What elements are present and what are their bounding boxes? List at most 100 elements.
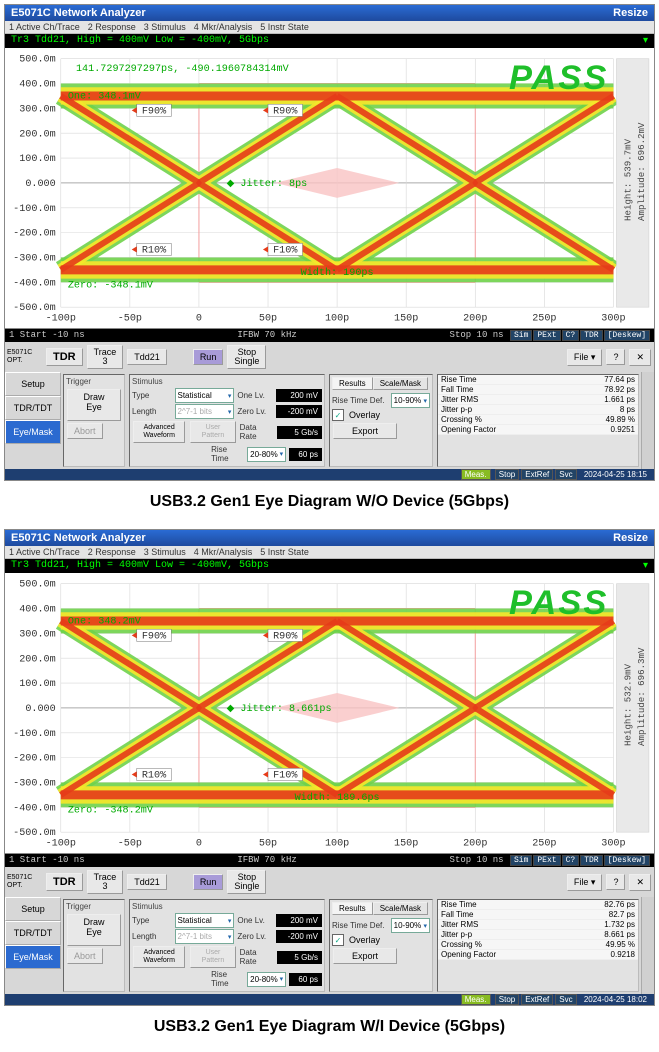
status-btn[interactable]: Sim bbox=[510, 855, 532, 866]
menu-item[interactable]: 2 Response bbox=[88, 22, 136, 32]
length-select[interactable]: 2^7-1 bits bbox=[175, 404, 235, 419]
onelv-val[interactable]: 200 mV bbox=[276, 914, 322, 927]
svg-text:100p: 100p bbox=[325, 313, 349, 324]
results-tab[interactable]: Results bbox=[332, 902, 373, 915]
datarate-val[interactable]: 5 Gb/s bbox=[277, 951, 322, 964]
menu-item[interactable]: 3 Stimulus bbox=[144, 547, 186, 557]
tdd-btn[interactable]: Tdd21 bbox=[127, 874, 167, 890]
scrollbar[interactable] bbox=[641, 372, 654, 469]
export-btn[interactable]: Export bbox=[333, 423, 397, 439]
status-btn[interactable]: C? bbox=[562, 330, 580, 341]
risetime-val[interactable]: 60 ps bbox=[289, 448, 322, 461]
trace-btn[interactable]: Trace 3 bbox=[87, 345, 124, 369]
svg-text:-100p: -100p bbox=[46, 838, 76, 849]
status-btn[interactable]: TDR bbox=[580, 855, 602, 866]
status-btn[interactable]: PExt bbox=[533, 855, 560, 866]
type-select[interactable]: Statistical bbox=[175, 913, 235, 928]
draw-eye-btn[interactable]: Draw Eye bbox=[67, 389, 121, 421]
tab-eye[interactable]: Eye/Mask bbox=[5, 945, 61, 969]
risetime-sel[interactable]: 20-80% bbox=[247, 972, 286, 987]
help-btn[interactable]: ? bbox=[606, 349, 625, 365]
tdd-btn[interactable]: Tdd21 bbox=[127, 349, 167, 365]
length-select[interactable]: 2^7-1 bits bbox=[175, 929, 235, 944]
menu-item[interactable]: 2 Response bbox=[88, 547, 136, 557]
result-value: 0.9251 bbox=[563, 425, 638, 435]
menu-item[interactable]: 4 Mkr/Analysis bbox=[194, 22, 253, 32]
app-title: E5071C Network Analyzer bbox=[11, 532, 146, 544]
tab-tdr[interactable]: TDR/TDT bbox=[5, 396, 61, 420]
resize-label[interactable]: Resize bbox=[613, 7, 648, 19]
svg-text:141.7297297297ps, -490.1960784: 141.7297297297ps, -490.1960784314mV bbox=[76, 64, 290, 75]
tab-setup[interactable]: Setup bbox=[5, 372, 61, 396]
rtdef-sel[interactable]: 10-90% bbox=[391, 918, 430, 933]
foot-btn[interactable]: Svc bbox=[555, 994, 576, 1005]
meas-indicator: Meas. bbox=[461, 469, 491, 480]
type-select[interactable]: Statistical bbox=[175, 388, 235, 403]
scrollbar[interactable] bbox=[641, 897, 654, 994]
abort-btn[interactable]: Abort bbox=[67, 948, 103, 964]
tab-eye[interactable]: Eye/Mask bbox=[5, 420, 61, 444]
menu-item[interactable]: 1 Active Ch/Trace bbox=[9, 547, 80, 557]
close-btn[interactable]: ✕ bbox=[629, 349, 651, 366]
menu-item[interactable]: 1 Active Ch/Trace bbox=[9, 22, 80, 32]
svg-text:200.0m: 200.0m bbox=[19, 654, 55, 665]
result-label: Jitter p-p bbox=[438, 405, 563, 415]
datarate-val[interactable]: 5 Gb/s bbox=[277, 426, 322, 439]
status-btn[interactable]: C? bbox=[562, 855, 580, 866]
risetime-val[interactable]: 60 ps bbox=[289, 973, 322, 986]
resize-label[interactable]: Resize bbox=[613, 532, 648, 544]
datarate-label: Data Rate bbox=[240, 948, 275, 966]
result-label: Opening Factor bbox=[438, 950, 563, 960]
rtdef-sel[interactable]: 10-90% bbox=[391, 393, 430, 408]
tab-tdr[interactable]: TDR/TDT bbox=[5, 921, 61, 945]
close-btn[interactable]: ✕ bbox=[629, 874, 651, 891]
overlay-chk[interactable]: ✓ bbox=[332, 934, 344, 946]
svg-text:Width: 190ps: Width: 190ps bbox=[301, 267, 374, 279]
status-btn[interactable]: PExt bbox=[533, 330, 560, 341]
risetime-sel[interactable]: 20-80% bbox=[247, 447, 286, 462]
status-btn[interactable]: Sim bbox=[510, 330, 532, 341]
export-btn[interactable]: Export bbox=[333, 948, 397, 964]
abort-btn[interactable]: Abort bbox=[67, 423, 103, 439]
svg-text:250p: 250p bbox=[532, 313, 556, 324]
dropdown-icon[interactable]: ▾ bbox=[643, 560, 648, 572]
run-btn[interactable]: Run bbox=[193, 874, 224, 890]
adv-btn[interactable]: Advanced Waveform bbox=[133, 946, 185, 968]
run-btn[interactable]: Run bbox=[193, 349, 224, 365]
help-btn[interactable]: ? bbox=[606, 874, 625, 890]
foot-btn[interactable]: Stop bbox=[495, 994, 519, 1005]
status-btn[interactable]: [Deskew] bbox=[604, 330, 650, 341]
svg-text:500.0m: 500.0m bbox=[19, 580, 55, 591]
risetime-label: Rise Time bbox=[211, 445, 244, 463]
file-btn[interactable]: File ▾ bbox=[567, 349, 603, 366]
menu-item[interactable]: 4 Mkr/Analysis bbox=[194, 547, 253, 557]
adv-btn[interactable]: Advanced Waveform bbox=[133, 421, 185, 443]
overlay-chk[interactable]: ✓ bbox=[332, 409, 344, 421]
svg-text:-50p: -50p bbox=[118, 838, 142, 849]
results-tab[interactable]: Results bbox=[332, 377, 373, 390]
file-btn[interactable]: File ▾ bbox=[567, 874, 603, 891]
menu-item[interactable]: 5 Instr State bbox=[260, 547, 309, 557]
user-btn[interactable]: User Pattern bbox=[190, 421, 235, 443]
status-btn[interactable]: TDR bbox=[580, 330, 602, 341]
zerolv-val[interactable]: -200 mV bbox=[276, 930, 322, 943]
trace-btn[interactable]: Trace 3 bbox=[87, 870, 124, 894]
menu-item[interactable]: 3 Stimulus bbox=[144, 22, 186, 32]
tab-setup[interactable]: Setup bbox=[5, 897, 61, 921]
foot-btn[interactable]: ExtRef bbox=[521, 469, 553, 480]
user-btn[interactable]: User Pattern bbox=[190, 946, 235, 968]
scale-tab[interactable]: Scale/Mask bbox=[373, 902, 428, 915]
dropdown-icon[interactable]: ▾ bbox=[643, 35, 648, 47]
length-label: Length bbox=[132, 932, 172, 941]
stop-btn[interactable]: Stop Single bbox=[227, 870, 266, 894]
menu-item[interactable]: 5 Instr State bbox=[260, 22, 309, 32]
foot-btn[interactable]: Svc bbox=[555, 469, 576, 480]
foot-btn[interactable]: Stop bbox=[495, 469, 519, 480]
foot-btn[interactable]: ExtRef bbox=[521, 994, 553, 1005]
onelv-val[interactable]: 200 mV bbox=[276, 389, 322, 402]
draw-eye-btn[interactable]: Draw Eye bbox=[67, 914, 121, 946]
stop-btn[interactable]: Stop Single bbox=[227, 345, 266, 369]
zerolv-val[interactable]: -200 mV bbox=[276, 405, 322, 418]
scale-tab[interactable]: Scale/Mask bbox=[373, 377, 428, 390]
status-btn[interactable]: [Deskew] bbox=[604, 855, 650, 866]
